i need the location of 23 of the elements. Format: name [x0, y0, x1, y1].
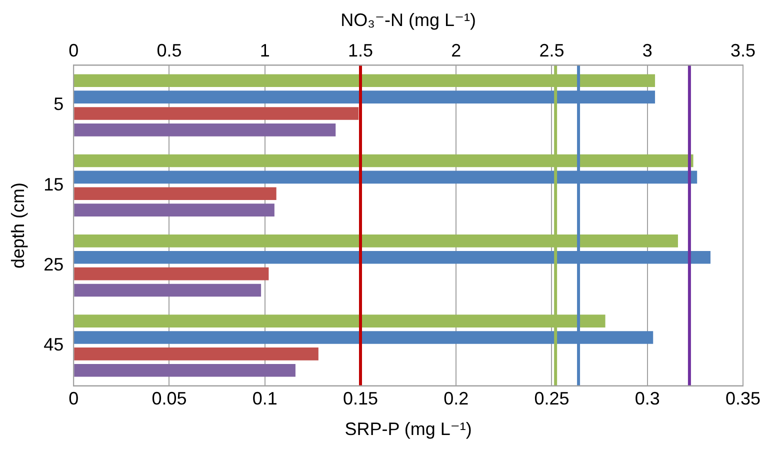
x2-tick-label: 1 [260, 40, 270, 60]
x-tick-label: 0.1 [252, 388, 278, 409]
x2-tick-label: 2.5 [539, 40, 564, 60]
x2-tick-label: 2 [451, 40, 462, 60]
y-tick-label: 15 [44, 174, 64, 194]
y-tick-label: 25 [44, 254, 64, 275]
x2-tick-label: 0.5 [156, 40, 182, 60]
y-tick-label: 45 [44, 334, 64, 355]
x-tick-label: 0.35 [725, 388, 761, 409]
x-axis-title: SRP-P (mg L⁻¹) [344, 419, 472, 440]
x2-tick-label: 1.5 [348, 40, 374, 60]
y-tick-label: 5 [54, 94, 64, 114]
x-tick-label: 0.3 [634, 388, 660, 409]
x2-tick-label: 3 [642, 40, 652, 60]
y-axis-title: depth (cm) [8, 182, 28, 269]
x2-axis-title: NO₃⁻-N (mg L⁻¹) [340, 10, 476, 30]
x-tick-label: 0.05 [152, 388, 187, 409]
x2-tick-label: 3.5 [730, 40, 756, 60]
x-tick-label: 0 [68, 388, 79, 409]
x2-tick-label: 0 [68, 40, 79, 60]
x-tick-label: 0.2 [444, 388, 469, 409]
x-tick-label: 0.25 [534, 388, 570, 409]
x-tick-label: 0.15 [342, 388, 378, 409]
